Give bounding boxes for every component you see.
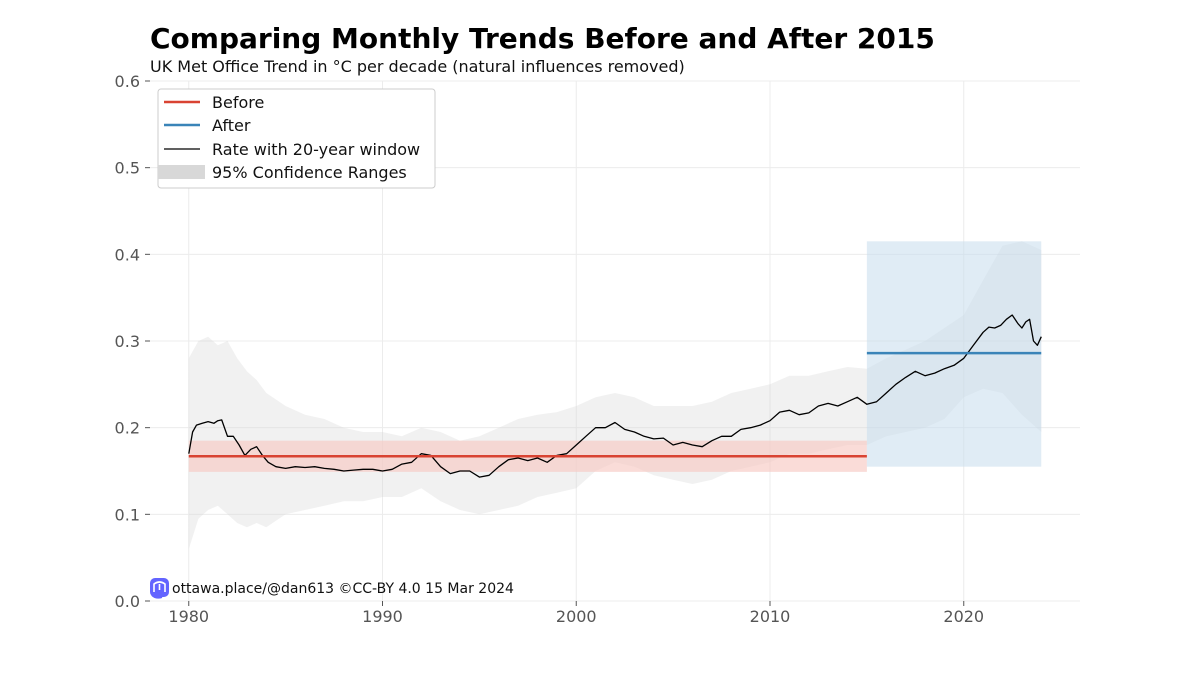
x-tick-label: 2010 — [750, 607, 791, 626]
x-tick-label: 2000 — [556, 607, 597, 626]
chart-subtitle: UK Met Office Trend in °C per decade (na… — [150, 57, 685, 76]
y-tick-label: 0.5 — [115, 159, 140, 178]
legend-label-confidence: 95% Confidence Ranges — [212, 163, 407, 182]
credit: ottawa.place/@dan613 ©CC-BY 4.0 15 Mar 2… — [150, 578, 514, 599]
y-tick-label: 0.6 — [115, 72, 140, 91]
legend: Before After Rate with 20-year window 95… — [157, 88, 436, 189]
y-tick-label: 0.0 — [115, 592, 140, 611]
confidence-band — [188, 241, 1042, 550]
legend-box — [157, 88, 436, 189]
legend-label-rate: Rate with 20-year window — [212, 140, 420, 159]
legend-swatch-confidence — [158, 165, 205, 179]
confidence-band-layer — [188, 241, 1042, 550]
y-tick-label: 0.1 — [115, 505, 140, 524]
axis-layer: 0.0 0.1 0.2 0.3 0.4 0.5 0.6 1980 1990 2000 2010 202… — [115, 72, 985, 626]
mastodon-icon — [150, 578, 169, 599]
legend-label-after: After — [212, 116, 251, 135]
series-line-layer — [188, 314, 1042, 478]
y-tick-label: 0.2 — [115, 419, 140, 438]
y-tick-label: 0.3 — [115, 332, 140, 351]
rate-line — [188, 314, 1042, 478]
x-tick-label: 1980 — [168, 607, 209, 626]
credit-text: ottawa.place/@dan613 ©CC-BY 4.0 15 Mar 2… — [172, 581, 514, 597]
x-tick-label: 1990 — [362, 607, 403, 626]
y-tick-label: 0.4 — [115, 245, 140, 264]
x-tick-label: 2020 — [943, 607, 984, 626]
chart-title: Comparing Monthly Trends Before and Afte… — [150, 22, 935, 55]
legend-label-before: Before — [212, 93, 264, 112]
